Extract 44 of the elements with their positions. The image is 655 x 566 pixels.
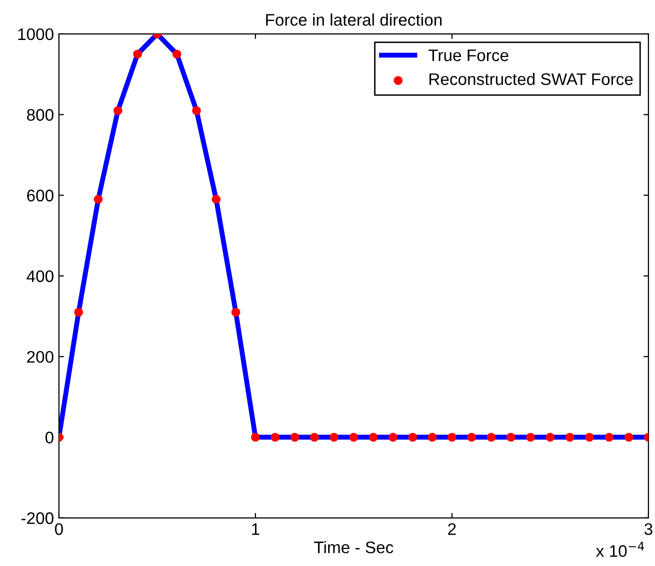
- x-tick-label: 0: [54, 523, 63, 535]
- y-tick-label: 800: [27, 109, 54, 121]
- point: [526, 432, 535, 442]
- point: [546, 432, 555, 442]
- y-tick-label: -200: [21, 512, 54, 524]
- point: [368, 432, 378, 442]
- point: [604, 432, 614, 442]
- point: [114, 106, 122, 115]
- y-tick-label: 200: [27, 350, 54, 363]
- point: [408, 432, 418, 442]
- point: [330, 432, 338, 442]
- point: [624, 432, 634, 442]
- point: [74, 308, 83, 317]
- point: [349, 432, 358, 442]
- x-tick-label: 1: [252, 523, 260, 535]
- point: [290, 432, 300, 442]
- point: [388, 432, 398, 442]
- chart-title: Force in lateral direction: [266, 14, 442, 26]
- point: [467, 432, 476, 442]
- point: [428, 432, 437, 442]
- point: [310, 432, 319, 442]
- legend-label: Reconstructed SWAT Force: [430, 72, 633, 86]
- x-tick-label: 3: [644, 523, 652, 535]
- point: [212, 194, 221, 204]
- point: [585, 432, 594, 442]
- y-tick-label: 400: [26, 270, 54, 282]
- point: [486, 432, 496, 442]
- x-axis-title: Time - Sec: [314, 541, 394, 554]
- point: [270, 432, 280, 442]
- y-tick-label: 1000: [18, 28, 54, 40]
- y-tick-label: 0: [45, 432, 54, 444]
- point: [172, 50, 182, 59]
- point: [192, 106, 201, 115]
- text: x 10$^{−4}$: [596, 542, 644, 557]
- x-tick-label: 2: [448, 523, 456, 535]
- point: [133, 50, 142, 59]
- legend-label: True Force: [428, 50, 508, 62]
- point: [448, 432, 456, 442]
- point: [251, 432, 260, 442]
- y-tick-label: 600: [27, 190, 54, 202]
- point: [94, 194, 103, 204]
- point: [565, 432, 574, 442]
- point: [231, 308, 240, 317]
- point: [506, 432, 516, 442]
